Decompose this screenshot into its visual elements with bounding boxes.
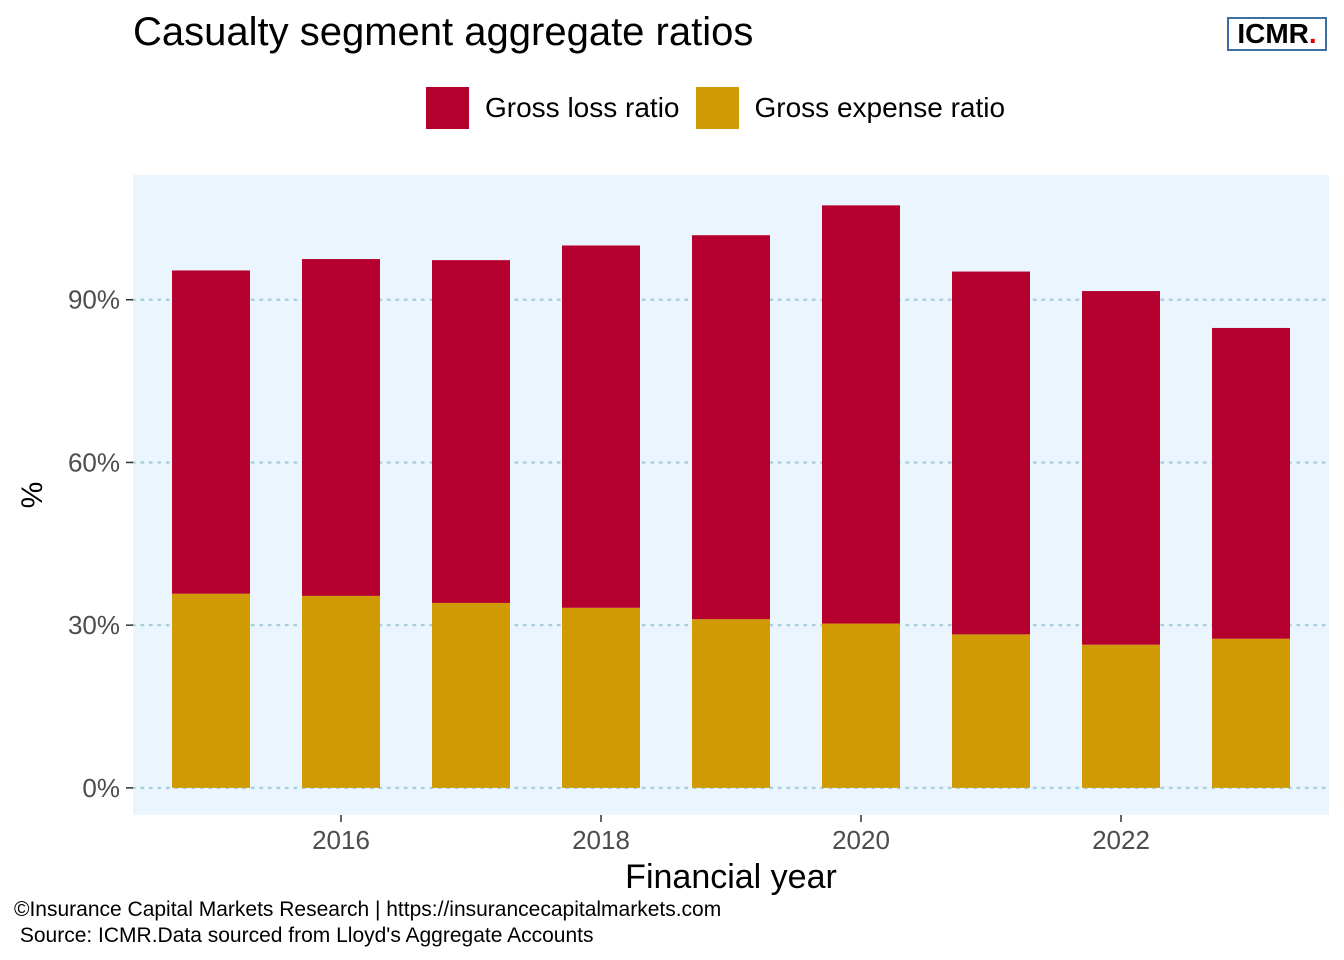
legend-label-expense: Gross expense ratio xyxy=(754,92,1006,123)
footer-copyright: ©Insurance Capital Markets Research | ht… xyxy=(14,898,722,921)
y-axis-label: % xyxy=(16,482,49,509)
footer: ©Insurance Capital Markets Research | ht… xyxy=(14,897,721,949)
y-tick-label: 90% xyxy=(68,285,120,315)
bar-expense-2018 xyxy=(562,607,640,788)
x-tick-label: 2018 xyxy=(572,825,630,855)
bar-expense-2023 xyxy=(1212,638,1290,788)
footer-source: Source: ICMR.Data sourced from Lloyd's A… xyxy=(14,924,594,947)
logo-dot: . xyxy=(1308,18,1317,49)
legend: Gross loss ratio Gross expense ratio xyxy=(426,87,1021,129)
bar-loss-2017 xyxy=(432,260,510,603)
bar-expense-2021 xyxy=(952,634,1030,788)
legend-item-loss: Gross loss ratio xyxy=(426,87,680,129)
y-axis: 0% 30% 60% 90% xyxy=(68,285,133,803)
chart-title: Casualty segment aggregate ratios xyxy=(133,10,754,54)
icmr-logo: ICMR. xyxy=(1227,17,1327,51)
bar-expense-2017 xyxy=(432,602,510,788)
x-tick-label: 2020 xyxy=(832,825,890,855)
bar-expense-2020 xyxy=(822,623,900,788)
bar-loss-2016 xyxy=(302,259,380,596)
bar-expense-2019 xyxy=(692,619,770,788)
bar-loss-2021 xyxy=(952,271,1030,635)
bar-loss-2023 xyxy=(1212,327,1290,639)
bar-expense-2015 xyxy=(172,593,250,788)
bar-expense-2022 xyxy=(1082,644,1160,788)
legend-label-loss: Gross loss ratio xyxy=(485,92,680,123)
x-axis: 2016 2018 2020 2022 xyxy=(312,815,1150,855)
legend-swatch-loss xyxy=(426,87,469,129)
bar-loss-2020 xyxy=(822,205,900,624)
y-tick-label: 30% xyxy=(68,610,120,640)
bar-expense-2016 xyxy=(302,595,380,788)
legend-item-expense: Gross expense ratio xyxy=(695,87,1006,129)
bar-loss-2022 xyxy=(1082,291,1160,645)
x-tick-label: 2016 xyxy=(312,825,370,855)
bar-loss-2019 xyxy=(692,235,770,620)
bars xyxy=(172,205,1290,788)
x-axis-label: Financial year xyxy=(625,858,837,896)
bar-loss-2018 xyxy=(562,245,640,608)
logo-text: ICMR xyxy=(1237,18,1309,49)
x-tick-label: 2022 xyxy=(1092,825,1150,855)
y-tick-label: 60% xyxy=(68,447,120,477)
bar-loss-2015 xyxy=(172,270,250,594)
y-tick-label: 0% xyxy=(82,773,120,803)
legend-swatch-expense xyxy=(695,87,739,129)
